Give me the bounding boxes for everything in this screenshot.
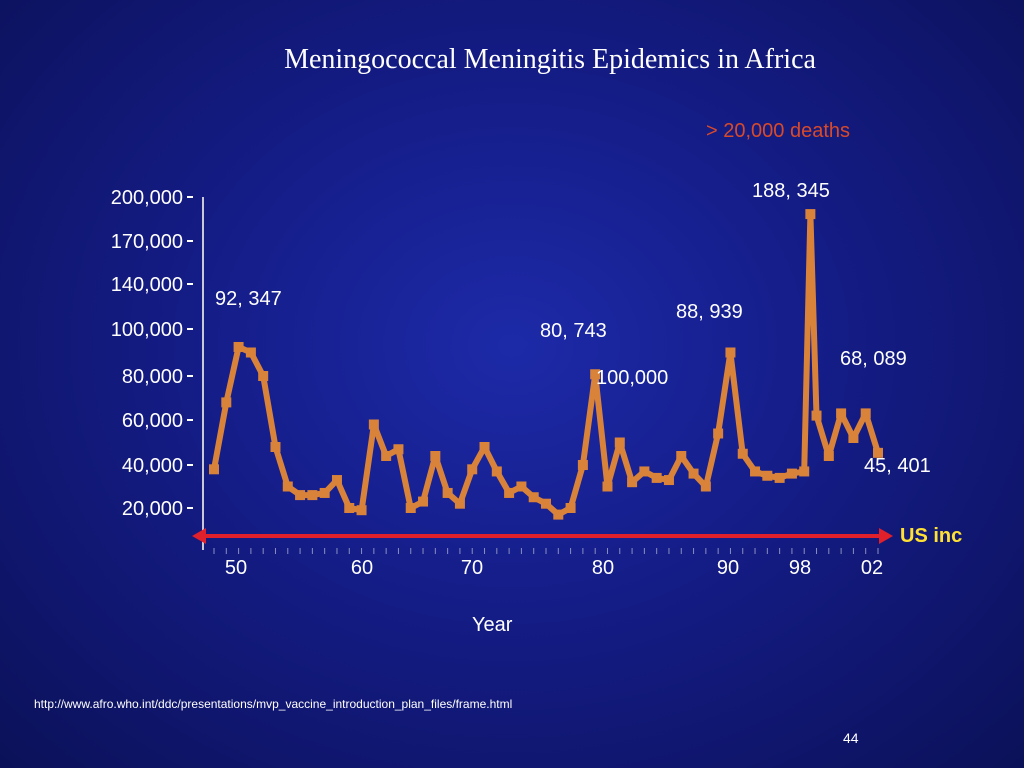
data-point: [516, 481, 527, 492]
data-point: [805, 209, 816, 220]
data-point: [750, 466, 761, 477]
x-tick-label: 98: [789, 557, 811, 579]
y-axis: 200,000 170,000 140,000 100,000 80,000 60,000…: [111, 187, 204, 550]
data-point: [688, 468, 699, 479]
data-point: [270, 442, 281, 452]
data-point: [627, 477, 638, 488]
data-point: [799, 466, 810, 477]
data-point: [565, 503, 576, 513]
data-point: [541, 498, 551, 509]
x-tick-label: 50: [225, 557, 247, 579]
y-tick-label: 80,000: [122, 366, 183, 388]
series-line-group: [211, 211, 881, 518]
data-point: [209, 464, 219, 475]
y-tick-label: 20,000: [122, 498, 183, 520]
data-point: [245, 347, 256, 358]
data-point: [639, 466, 650, 477]
y-tick-label: 200,000: [111, 187, 183, 209]
annotations-group: 188, 345 92, 347 80, 743 88, 939 100,000 68, …: [215, 180, 931, 477]
chart-subtitle: > 20,000 deaths: [706, 120, 851, 142]
y-tick-label: 170,000: [111, 231, 183, 253]
data-annotation: 80, 743: [540, 320, 607, 342]
data-point: [663, 475, 674, 486]
data-annotation: 68, 089: [840, 348, 907, 370]
slide-title: Meningococcal Meningitis Epidemics in Af…: [284, 44, 816, 75]
y-tick-label: 100,000: [111, 319, 183, 341]
x-tick-label: 90: [717, 557, 739, 579]
x-tick-label: 60: [351, 557, 373, 579]
source-citation: http://www.afro.who.int/ddc/presentation…: [34, 697, 513, 711]
data-point: [811, 410, 822, 421]
data-point: [836, 408, 847, 419]
data-point: [700, 481, 711, 492]
data-point: [381, 451, 392, 461]
data-point: [848, 433, 859, 443]
data-point: [590, 369, 601, 380]
series-line: [211, 211, 881, 518]
data-point: [393, 444, 404, 455]
data-point: [405, 503, 416, 513]
y-tick-label: 140,000: [111, 274, 183, 296]
data-annotation: 188, 345: [752, 180, 830, 202]
data-point: [823, 451, 834, 461]
data-point: [528, 492, 539, 503]
data-point: [282, 481, 293, 492]
data-point: [479, 442, 490, 452]
data-point: [430, 451, 441, 461]
data-point: [368, 419, 379, 430]
x-axis: 50 60 70 80 90 98 02: [213, 548, 883, 579]
data-point: [418, 496, 429, 507]
data-annotation: 100,000: [596, 367, 668, 389]
data-point: [454, 498, 465, 509]
data-point: [221, 397, 232, 408]
x-axis-title: Year: [472, 614, 513, 636]
data-point: [774, 472, 785, 483]
data-point: [491, 466, 502, 477]
data-point: [614, 437, 625, 448]
data-annotation: 88, 939: [676, 301, 743, 323]
data-point: [467, 464, 478, 475]
y-tick-label: 40,000: [122, 455, 183, 477]
data-annotation: 92, 347: [215, 288, 282, 310]
data-point: [762, 470, 773, 481]
data-point: [295, 490, 306, 501]
data-point: [344, 503, 355, 513]
data-point: [786, 468, 797, 479]
data-point: [602, 481, 613, 492]
data-point: [873, 447, 883, 458]
x-tick-label: 02: [861, 557, 883, 579]
us-incidence-reference: US inc: [192, 525, 962, 547]
data-point: [233, 341, 244, 352]
data-point: [258, 371, 269, 381]
data-point: [651, 472, 662, 483]
us-inc-label: US inc: [900, 525, 962, 547]
x-tick-label: 80: [592, 557, 614, 579]
data-point: [725, 347, 736, 358]
data-point: [442, 487, 453, 498]
data-point: [713, 428, 724, 439]
x-tick-label: 70: [461, 557, 483, 579]
data-point: [331, 475, 342, 486]
data-point: [676, 451, 687, 461]
y-tick-label: 60,000: [122, 410, 183, 432]
data-point: [553, 509, 564, 520]
data-annotation: 45, 401: [864, 455, 931, 477]
page-number: 44: [843, 730, 859, 746]
data-point: [504, 487, 515, 498]
arrow-left-head: [192, 528, 206, 544]
data-point: [319, 487, 330, 498]
data-point: [860, 408, 871, 419]
data-point: [307, 490, 318, 501]
data-point: [356, 505, 367, 516]
arrow-right-head: [879, 528, 893, 544]
series-points-group: [209, 209, 883, 520]
data-point: [737, 448, 748, 459]
data-point: [577, 460, 588, 470]
